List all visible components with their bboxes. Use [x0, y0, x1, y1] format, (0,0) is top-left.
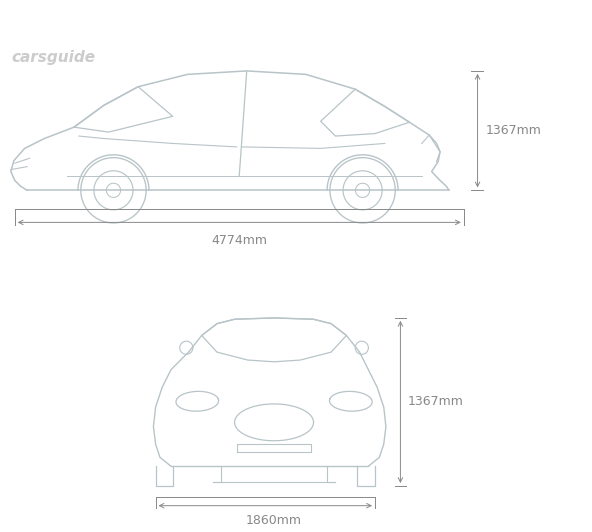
Text: 1367mm: 1367mm	[408, 395, 464, 408]
Text: carsguide: carsguide	[12, 50, 96, 65]
Text: 1860mm: 1860mm	[246, 514, 302, 527]
Text: 1367mm: 1367mm	[486, 124, 542, 137]
Text: 4774mm: 4774mm	[211, 234, 267, 247]
